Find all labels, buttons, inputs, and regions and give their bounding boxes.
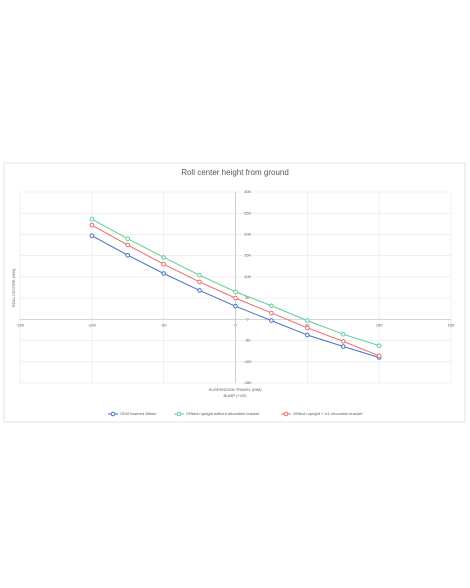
y-axis-title: ROLL CENTRE (MM): [11, 268, 16, 307]
data-point: [305, 318, 310, 323]
data-point: [197, 279, 202, 285]
legend-marker: [110, 411, 116, 417]
data-point: [340, 331, 346, 337]
y-tick-label: -50: [245, 338, 252, 343]
x-axis-subtitle: BUMP (+VE): [224, 393, 248, 398]
data-point: [305, 325, 310, 331]
data-point: [233, 289, 238, 295]
data-point: [197, 288, 202, 293]
legend-label: OEM lowered 68mm: [120, 411, 157, 416]
y-tick-label: -150: [243, 380, 252, 385]
x-tick-label: -150: [16, 322, 25, 327]
x-tick-label: -100: [88, 322, 97, 327]
data-point: [89, 222, 95, 228]
y-tick-label: 200: [244, 232, 251, 237]
data-point: [376, 343, 382, 348]
data-point: [197, 272, 202, 278]
y-tick-label: 0: [246, 316, 249, 321]
y-tick-label: 50: [245, 295, 250, 300]
data-point: [125, 252, 131, 258]
y-tick-label: 150: [244, 253, 251, 258]
x-tick-label: 150: [448, 322, 455, 327]
y-tick-label: 250: [244, 210, 251, 215]
y-tick-label: 100: [244, 274, 251, 279]
data-point: [340, 339, 346, 344]
data-point: [233, 303, 238, 309]
data-point: [89, 233, 95, 239]
legend-label: GRtech upright without relocation bracke…: [186, 411, 260, 416]
chart-title: Roll center height from ground: [181, 168, 289, 177]
legend-marker: [176, 411, 182, 417]
data-point: [340, 344, 346, 349]
y-tick-label: -100: [243, 359, 252, 364]
x-tick-label: -50: [161, 322, 168, 327]
x-tick-label: 0: [234, 322, 237, 327]
legend-label: GRtech upright + U1 relocation bracket: [293, 411, 363, 416]
data-point: [89, 216, 95, 222]
x-tick-label: 50: [305, 322, 310, 327]
legend-marker: [283, 411, 289, 417]
data-point: [161, 255, 166, 260]
x-tick-label: 100: [376, 322, 383, 327]
data-point: [161, 261, 166, 267]
data-point: [269, 318, 274, 323]
data-point: [161, 271, 166, 276]
y-tick-label: 300: [244, 189, 251, 194]
data-point: [305, 332, 310, 338]
data-point: [125, 242, 131, 248]
data-point: [233, 295, 238, 301]
data-point: [269, 303, 274, 309]
data-point: [376, 353, 382, 359]
x-axis-title: SUSPENSION TRAVEL (MM): [209, 387, 262, 392]
data-point: [125, 236, 131, 241]
data-point: [269, 310, 274, 316]
